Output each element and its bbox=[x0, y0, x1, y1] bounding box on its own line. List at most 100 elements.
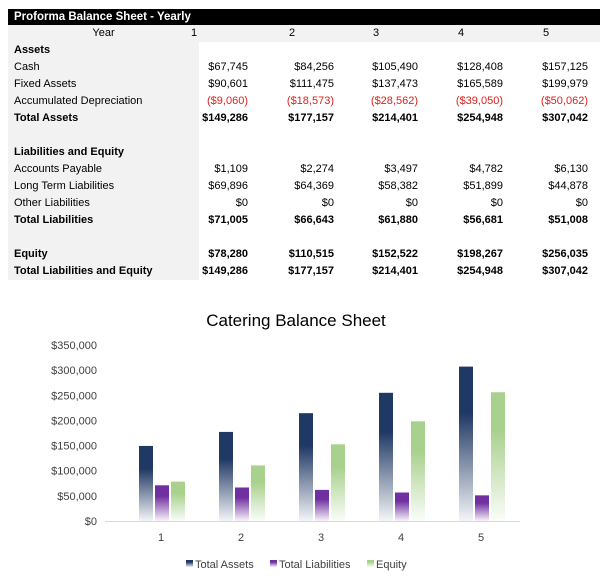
x-tick-label: 3 bbox=[318, 532, 324, 544]
bar-equity bbox=[491, 392, 505, 521]
y-tick-label: $250,000 bbox=[51, 390, 97, 402]
year-row: Year 1 2 3 4 5 bbox=[8, 25, 600, 42]
cell-value: $66,643 bbox=[294, 214, 334, 226]
table-row: Accumulated Depreciation ($9,060) ($18,573… bbox=[8, 93, 600, 110]
cell-value: $157,125 bbox=[542, 61, 588, 73]
table-row: Fixed Assets $90,601 $111,475 $137,473 $165,… bbox=[8, 76, 600, 93]
cell-value: $111,475 bbox=[289, 78, 334, 90]
table-row: Cash $67,745 $84,256 $105,490 $128,408 $157,1… bbox=[8, 59, 600, 76]
row-label: Accounts Payable bbox=[8, 161, 199, 178]
year-header: 1 bbox=[190, 27, 198, 39]
cell-value: $2,274 bbox=[300, 163, 334, 175]
legend-label: Total Liabilities bbox=[279, 559, 351, 571]
cell-value: $198,267 bbox=[457, 248, 503, 260]
bar-equity bbox=[411, 421, 425, 521]
cell-value: $177,157 bbox=[288, 265, 334, 277]
x-tick-label: 2 bbox=[238, 532, 244, 544]
y-tick-label: $0 bbox=[85, 516, 97, 528]
legend-swatch bbox=[367, 560, 374, 567]
cell-value: $90,601 bbox=[208, 78, 248, 90]
cell-value: $137,473 bbox=[372, 78, 418, 90]
y-tick-label: $100,000 bbox=[51, 466, 97, 478]
cell-value: $44,878 bbox=[548, 180, 588, 192]
year-header: 2 bbox=[288, 27, 296, 39]
legend-label: Total Assets bbox=[195, 559, 254, 571]
cell-value: $152,522 bbox=[372, 248, 418, 260]
cell-value: $105,490 bbox=[372, 61, 418, 73]
y-tick-label: $350,000 bbox=[51, 340, 97, 352]
cell-value: $149,286 bbox=[202, 265, 248, 277]
x-tick-label: 1 bbox=[158, 532, 164, 544]
cell-value: $1,109 bbox=[214, 163, 248, 175]
cell-value: $165,589 bbox=[457, 78, 503, 90]
balance-sheet-table: Proforma Balance Sheet - Yearly Year 1 2 3… bbox=[8, 9, 600, 280]
row-label: Accumulated Depreciation bbox=[8, 93, 199, 110]
cell-value: ($28,562) bbox=[370, 95, 418, 107]
cell-value: $78,280 bbox=[208, 248, 248, 260]
row-label bbox=[8, 229, 199, 246]
row-label: Liabilities and Equity bbox=[8, 144, 199, 161]
cell-value: $64,369 bbox=[294, 180, 334, 192]
cell-value: ($18,573) bbox=[286, 95, 334, 107]
cell-value: $256,035 bbox=[542, 248, 588, 260]
cell-value: $0 bbox=[235, 197, 248, 209]
cell-value: $51,008 bbox=[548, 214, 588, 226]
cell-value: $71,005 bbox=[208, 214, 248, 226]
cell-value: $58,382 bbox=[378, 180, 418, 192]
bar-total-liabilities bbox=[155, 485, 169, 521]
chart-title: Catering Balance Sheet bbox=[206, 311, 386, 330]
table-row: Assets bbox=[8, 42, 600, 59]
year-header: 4 bbox=[457, 27, 465, 39]
cell-value: ($9,060) bbox=[207, 95, 248, 107]
cell-value: ($50,062) bbox=[540, 95, 588, 107]
bar-total-liabilities bbox=[475, 495, 489, 521]
legend-label: Equity bbox=[376, 559, 407, 571]
cell-value: $51,899 bbox=[463, 180, 503, 192]
table-row bbox=[8, 229, 600, 246]
cell-value: $214,401 bbox=[372, 265, 418, 277]
cell-value: $67,745 bbox=[208, 61, 248, 73]
table-row: Total Liabilities and Equity $149,286 $177… bbox=[8, 263, 600, 280]
bar-total-assets bbox=[299, 413, 313, 521]
row-label: Long Term Liabilities bbox=[8, 178, 199, 195]
cell-value: $4,782 bbox=[469, 163, 503, 175]
cell-value: $6,130 bbox=[554, 163, 588, 175]
row-label: Total Liabilities and Equity bbox=[8, 263, 199, 280]
cell-value: $307,042 bbox=[542, 265, 588, 277]
bar-equity bbox=[171, 481, 185, 521]
y-tick-label: $150,000 bbox=[51, 441, 97, 453]
row-label: Other Liabilities bbox=[8, 195, 199, 212]
y-tick-label: $300,000 bbox=[51, 365, 97, 377]
table-row: Liabilities and Equity bbox=[8, 144, 600, 161]
cell-value: $0 bbox=[405, 197, 418, 209]
row-label: Equity bbox=[8, 246, 199, 263]
cell-value: $214,401 bbox=[372, 112, 418, 124]
year-header: 5 bbox=[542, 27, 550, 39]
cell-value: ($39,050) bbox=[455, 95, 503, 107]
bar-total-assets bbox=[379, 392, 393, 521]
row-label: Cash bbox=[8, 59, 199, 76]
year-header: 3 bbox=[372, 27, 380, 39]
row-label: Total Liabilities bbox=[8, 212, 199, 229]
cell-value: $0 bbox=[321, 197, 334, 209]
cell-value: $307,042 bbox=[542, 112, 588, 124]
bar-equity bbox=[251, 465, 265, 521]
row-label bbox=[8, 127, 199, 144]
bar-total-liabilities bbox=[395, 492, 409, 521]
bar-equity bbox=[331, 444, 345, 521]
year-label: Year bbox=[8, 25, 199, 42]
cell-value: $56,681 bbox=[463, 214, 503, 226]
cell-value: $254,948 bbox=[457, 112, 503, 124]
y-tick-label: $50,000 bbox=[57, 491, 97, 503]
legend-swatch bbox=[186, 560, 193, 567]
row-label: Fixed Assets bbox=[8, 76, 199, 93]
table-row: Equity $78,280 $110,515 $152,522 $198,267 $25… bbox=[8, 246, 600, 263]
table-row: Total Liabilities $71,005 $66,643 $61,880 $5… bbox=[8, 212, 600, 229]
cell-value: $0 bbox=[490, 197, 503, 209]
cell-value: $254,948 bbox=[457, 265, 503, 277]
cell-value: $84,256 bbox=[294, 61, 334, 73]
cell-value: $0 bbox=[575, 197, 588, 209]
bar-total-liabilities bbox=[235, 487, 249, 521]
cell-value: $177,157 bbox=[288, 112, 334, 124]
row-label: Total Assets bbox=[8, 110, 199, 127]
